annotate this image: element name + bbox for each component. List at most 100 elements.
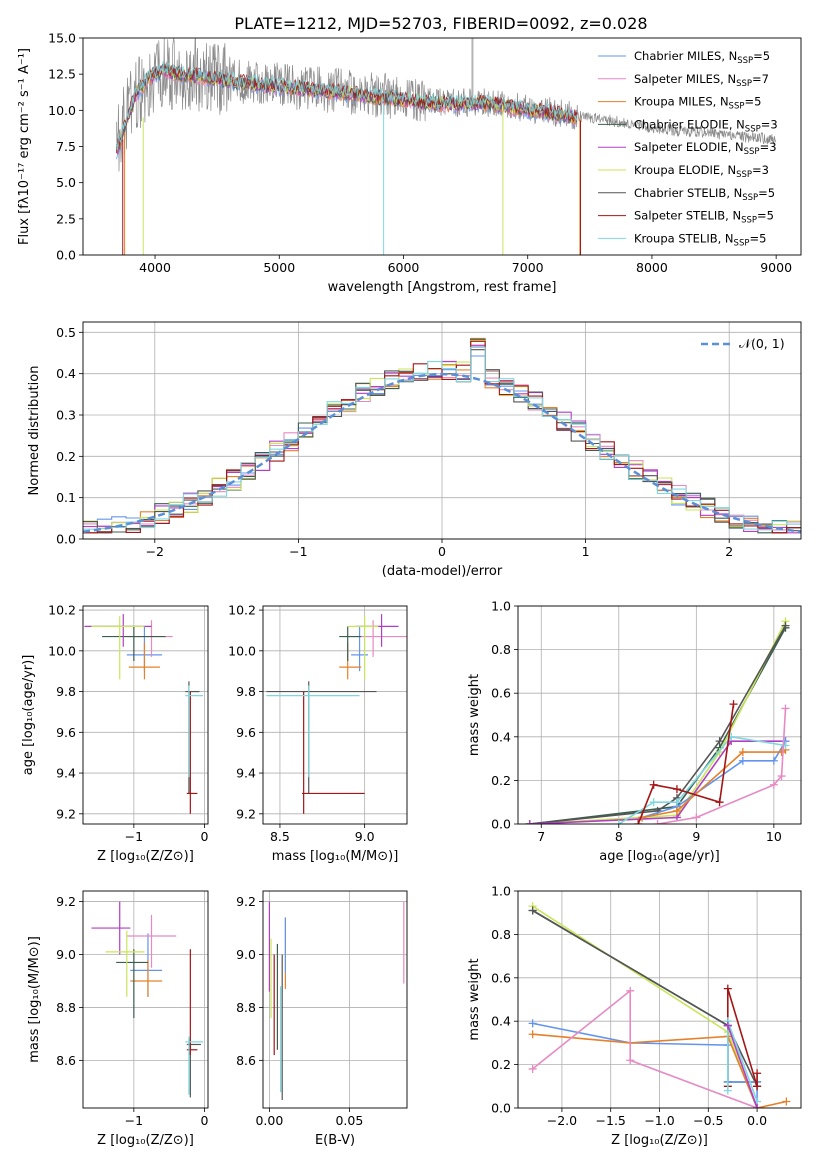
weight-series-line <box>532 909 758 1083</box>
x-tick-label: −2.0 <box>547 1113 577 1128</box>
y-tick-label: 0.0 <box>491 817 511 832</box>
y-tick-label: 0.8 <box>491 927 511 942</box>
legend-label-sub: SSP <box>745 124 761 134</box>
plot-area <box>268 901 405 1101</box>
x-tick-label: 6000 <box>388 260 420 275</box>
weight-marker <box>653 806 662 815</box>
legend-label: Salpeter STELIB, NSSP=5 <box>634 209 774 226</box>
weight-marker <box>777 772 786 781</box>
weight-marker <box>738 756 747 765</box>
x-tick-label: 9000 <box>760 260 792 275</box>
x-axis-label: Z [log₁₀(Z/Z⊙)] <box>611 1133 708 1148</box>
x-tick-label: −0.5 <box>693 1113 723 1128</box>
y-tick-label: 9.2 <box>236 894 256 909</box>
x-tick-label: 0 <box>438 544 446 559</box>
y-tick-label: 1.0 <box>491 884 511 899</box>
weight-marker <box>528 1019 537 1028</box>
axes-ticks: 7 8 9 10 0.0 0.2 0.4 0.6 0.8 1.0 <box>491 599 782 845</box>
x-tick-label: −1 <box>125 1113 143 1128</box>
y-tick-label: 10.2 <box>228 603 256 618</box>
y-axis-label: Normed distribution <box>27 366 42 496</box>
legend-label-value: =3 <box>760 140 777 154</box>
x-tick-label: 9.0 <box>355 829 375 844</box>
weight-series <box>614 732 790 824</box>
axes-frame <box>262 890 408 1109</box>
y-tick-label: 9.6 <box>56 725 76 740</box>
y-tick-label: 10.0 <box>228 643 256 658</box>
legend-label-main: Chabrier STELIB, N <box>634 186 742 200</box>
x-tick-label: 8000 <box>636 260 668 275</box>
error-point <box>130 959 163 997</box>
error-point <box>185 1036 204 1095</box>
y-axis-label: mass [log₁₀(M/M⊙)] <box>27 936 42 1063</box>
weight-marker <box>723 1086 732 1095</box>
legend-label-main: Salpeter ELODIE, N <box>634 140 744 154</box>
legend-label-sub: SSP <box>742 193 758 203</box>
x-axis-label: (data-model)/error <box>382 564 503 579</box>
legend-label-sub: SSP <box>736 79 752 89</box>
error-point <box>91 616 145 680</box>
y-tick-label: 1.0 <box>491 599 511 614</box>
legend-label: Chabrier ELODIE, NSSP=3 <box>634 117 778 134</box>
weight-series <box>528 906 762 1086</box>
weight-marker <box>528 1064 537 1073</box>
x-tick-label: 0 <box>200 1113 208 1128</box>
weight-marker <box>626 1056 635 1065</box>
legend-label-value: =5 <box>757 209 774 223</box>
weight-series <box>723 1021 762 1108</box>
error-point <box>347 616 379 680</box>
axes-ticks: 8.5 9.0 9.2 9.4 9.6 9.8 10.0 10.2 <box>228 603 374 844</box>
spectrum-panel: 4000 5000 6000 7000 8000 9000 0.0 2.5 5.0 7.5 10.0… <box>17 31 802 295</box>
weight-marker <box>769 780 778 789</box>
weight-series-line <box>529 620 787 824</box>
y-tick-label: 9.6 <box>236 725 256 740</box>
y-axis-label: mass weight <box>467 958 482 1040</box>
legend-label-value: =7 <box>752 72 769 86</box>
weight-marker <box>672 785 681 794</box>
x-tick-label: 2 <box>725 544 733 559</box>
weight-marker <box>753 1082 762 1091</box>
ebv-mass-panel: 0.00 0.05 8.6 8.8 9.0 9.2 E(B-V) <box>236 890 408 1148</box>
weight-series <box>525 621 790 824</box>
legend-label-main: Salpeter MILES, N <box>634 72 736 86</box>
y-tick-label: 0.8 <box>491 642 511 657</box>
y-tick-label: 0.2 <box>491 1057 511 1072</box>
residual-histogram <box>83 346 801 531</box>
legend-label: Salpeter ELODIE, NSSP=3 <box>634 140 777 157</box>
x-tick-label: 8 <box>615 829 623 844</box>
plot-area <box>528 902 791 1108</box>
y-tick-label: 0.2 <box>491 773 511 788</box>
age-weight-panel: 7 8 9 10 0.0 0.2 0.4 0.6 0.8 1.0 age [log₁₀(age/yr… <box>467 599 802 864</box>
y-tick-label: 9.4 <box>56 766 76 781</box>
weight-series-line <box>532 905 758 1108</box>
axes-ticks: 4000 5000 6000 7000 8000 9000 0.0 2.5 5.0 7.5 10.0… <box>48 31 792 276</box>
residuals-panel: −2 −1 0 1 2 0.0 0.1 0.2 0.3 0.4 0.5 (data-model)/er… <box>27 321 802 579</box>
x-tick-label: 0.00 <box>255 1113 283 1128</box>
weight-marker <box>715 798 724 807</box>
z-mass-panel: −1 0 8.6 8.8 9.0 9.2 Z [log₁₀(Z/Z⊙)] mass [log₁… <box>27 890 208 1148</box>
x-tick-label: −1.5 <box>596 1113 626 1128</box>
weight-marker <box>626 986 635 995</box>
x-tick-label: 1 <box>582 544 590 559</box>
legend-label-sub: SSP <box>736 170 752 180</box>
plot-area <box>116 38 777 255</box>
error-point <box>339 626 362 662</box>
y-axis-label: age [log₁₀(age/yr)] <box>21 655 36 776</box>
legend-label-sub: SSP <box>729 102 745 112</box>
y-tick-label: 9.0 <box>236 947 256 962</box>
legend-label-main: Kroupa MILES, N <box>634 95 729 109</box>
x-tick-label: −2 <box>146 544 164 559</box>
x-tick-label: 0.0 <box>747 1113 767 1128</box>
legend-label-sub: SSP <box>737 56 753 66</box>
weight-series-line <box>529 627 787 824</box>
axes-ticks: −2 −1 0 1 2 0.0 0.1 0.2 0.3 0.4 0.5 <box>56 325 733 559</box>
error-point <box>105 930 145 997</box>
weight-marker <box>649 780 658 789</box>
legend-label-main: Salpeter STELIB, N <box>634 209 741 223</box>
error-point <box>130 933 163 997</box>
legend-label-main: Chabrier ELODIE, N <box>634 117 745 131</box>
y-tick-label: 8.8 <box>56 1000 76 1015</box>
y-tick-label: 0.4 <box>491 1014 511 1029</box>
y-tick-label: 0.0 <box>56 532 76 547</box>
